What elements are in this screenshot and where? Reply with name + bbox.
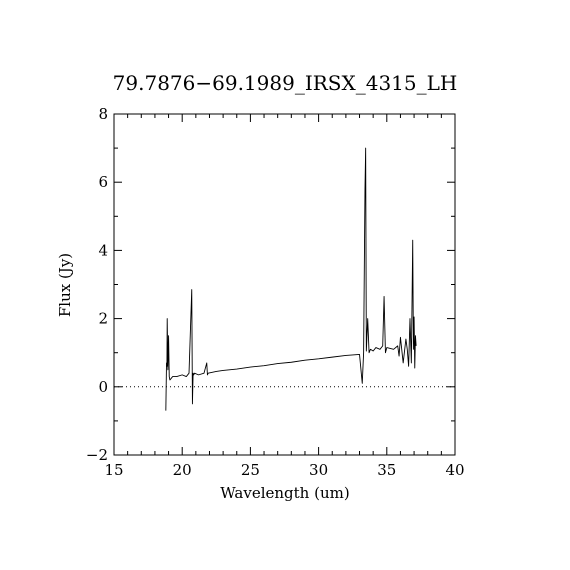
y-tick-label: 2 [98,310,108,328]
y-tick-label: 4 [98,241,108,259]
chart-title: 79.7876−69.1989_IRSX_4315_LH [113,71,458,95]
axis-ticks [113,113,456,456]
series-line [165,147,417,411]
x-tick-label: 40 [445,461,464,479]
y-axis-label: Flux (Jy) [56,253,74,317]
y-tick-label: 0 [98,378,108,396]
x-tick-label: 30 [309,461,328,479]
y-tick-label: 6 [98,173,108,191]
x-tick-label: 20 [173,461,192,479]
y-tick-label: 8 [98,105,108,123]
x-tick-label: 25 [241,461,260,479]
x-tick-label: 15 [104,461,123,479]
plot-frame [113,113,456,456]
y-tick-label: −2 [86,446,108,464]
x-tick-label: 35 [377,461,396,479]
x-axis-label: Wavelength (um) [220,484,349,502]
tick-labels: 15 20 25 30 35 40 −2 0 2 4 6 8 [86,105,465,479]
